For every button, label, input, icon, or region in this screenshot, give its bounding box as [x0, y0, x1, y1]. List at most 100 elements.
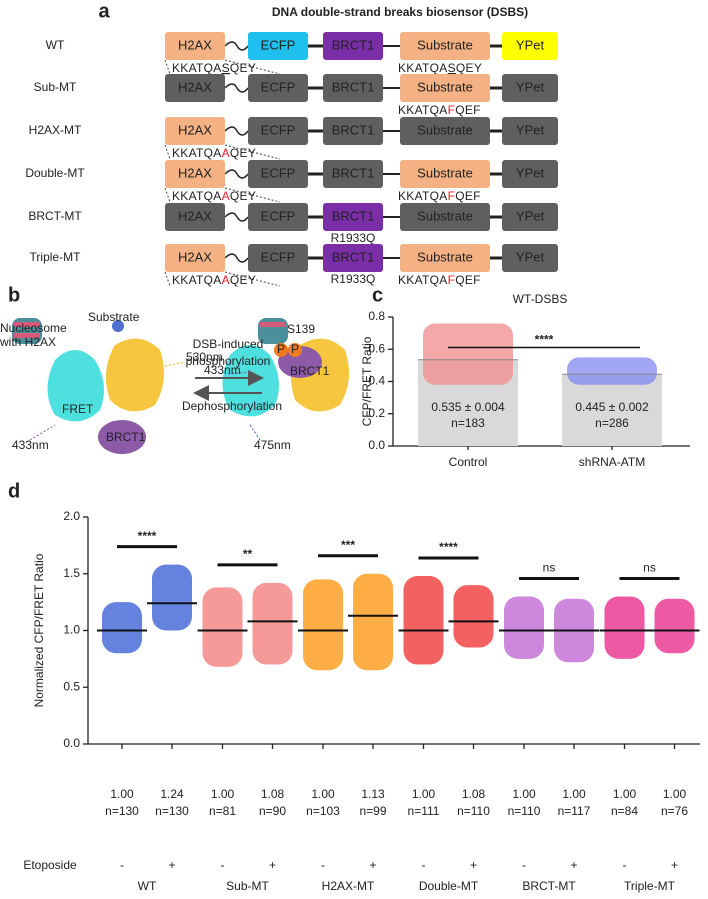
y-tick-label: 1.5	[63, 566, 80, 580]
illustration-label: BRCT1	[106, 430, 146, 444]
condition: -	[120, 858, 124, 872]
n-label: n=103	[306, 804, 340, 818]
domain-label: ECFP	[261, 249, 296, 264]
y-tick-label: 0.0	[63, 736, 80, 750]
domain-box	[400, 117, 490, 145]
value-label: 1.00	[562, 787, 586, 801]
sequence: KKATQAFQEF	[398, 189, 481, 203]
value-label: 1.00	[211, 787, 235, 801]
illustration-label: BRCT1	[290, 364, 330, 378]
construct-name: Sub-MT	[34, 80, 77, 94]
domain-box	[400, 32, 490, 60]
n-label: n=111	[408, 804, 440, 818]
domain-box	[248, 32, 308, 60]
domain-label: BRCT1	[332, 208, 375, 223]
domain-box	[400, 203, 490, 231]
sequence-part: QEY	[230, 146, 256, 160]
y-tick-label: 0.4	[368, 374, 385, 388]
illustration-label: Dephosphorylation	[182, 399, 282, 413]
zoom-line	[164, 187, 281, 203]
domain-label: H2AX	[178, 37, 212, 52]
data-points	[303, 579, 343, 671]
illustration-label: P	[277, 342, 285, 356]
significance-label: ***	[341, 538, 355, 552]
domain-box	[165, 117, 225, 145]
domain-box	[400, 74, 490, 102]
sequence-site: A	[222, 146, 230, 160]
illustration	[12, 318, 349, 454]
condition: -	[623, 858, 627, 872]
sequence-site: S	[448, 61, 456, 75]
sequence-part: KKATQA	[172, 189, 222, 203]
data-points	[202, 587, 243, 667]
illustration-label: 433nm	[12, 438, 49, 452]
domain-label: YPet	[516, 37, 545, 52]
condition: +	[168, 858, 175, 872]
panel-label: c	[372, 284, 383, 306]
domain-box	[165, 74, 225, 102]
value-label: 0.445 ± 0.002	[575, 400, 649, 414]
significance-label: ****	[535, 333, 554, 347]
sequence-part: QEF	[455, 273, 481, 287]
group-label: WT	[138, 879, 157, 893]
illustration-label: 530nm	[186, 350, 223, 364]
sequence: KKATQASQEY	[172, 61, 256, 75]
group-label: Double-MT	[419, 879, 479, 893]
domain-box	[400, 160, 490, 188]
n-label: n=90	[259, 804, 286, 818]
n-label: n=183	[451, 416, 485, 430]
sequence: KKATQAAQEY	[172, 273, 256, 287]
significance-label: ns	[543, 561, 556, 575]
illustration-label: S139	[287, 322, 315, 336]
domain-label: Substrate	[417, 79, 473, 94]
illustration-label: Substrate	[88, 310, 140, 324]
panel-label: a	[98, 0, 110, 22]
value-label: 1.00	[110, 787, 134, 801]
condition: +	[470, 858, 477, 872]
domain-label: Substrate	[417, 37, 473, 52]
linker	[224, 212, 249, 222]
illustration-label: 433nm	[204, 363, 241, 377]
construct-name: Triple-MT	[30, 250, 82, 264]
sequence: KKATQAFQEF	[398, 273, 481, 287]
domain-label: BRCT1	[332, 165, 375, 180]
y-tick-label: 2.0	[63, 509, 80, 523]
condition: +	[369, 858, 376, 872]
n-label: n=110	[508, 804, 541, 818]
data-points	[353, 573, 393, 671]
domain-label: H2AX	[178, 165, 212, 180]
panel-label: d	[8, 480, 20, 502]
y-tick-label: 1.0	[63, 623, 80, 637]
domain-label: ECFP	[261, 79, 296, 94]
value-label: 1.08	[261, 787, 285, 801]
illustration-label: P	[291, 342, 299, 356]
domain-box	[323, 117, 383, 145]
domain-label: H2AX	[178, 122, 212, 137]
x-tick-label: shRNA-ATM	[579, 455, 645, 469]
condition: -	[321, 858, 325, 872]
sequence: KKATQASQEY	[398, 61, 482, 75]
significance-label: ****	[439, 540, 458, 554]
value-label: 0.535 ± 0.004	[431, 400, 505, 414]
sequence-part: QEY	[230, 189, 256, 203]
y-tick-label: 0.6	[368, 341, 385, 355]
condition: +	[570, 858, 577, 872]
domain-label: YPet	[516, 165, 545, 180]
domain-box	[502, 117, 558, 145]
domain-box	[502, 74, 558, 102]
domain-label: H2AX	[178, 249, 212, 264]
domain-box	[248, 244, 308, 272]
value-label: 1.00	[412, 787, 436, 801]
sequence-part: KKATQA	[398, 189, 448, 203]
significance-label: **	[243, 547, 253, 561]
mutation-label: R1933Q	[331, 272, 376, 286]
domain-label: Substrate	[417, 122, 473, 137]
condition: +	[671, 858, 678, 872]
y-tick-label: 0.5	[63, 679, 80, 693]
zoom-line	[164, 271, 281, 287]
sequence-site: F	[448, 103, 456, 117]
sequence: KKATQAFQEF	[398, 103, 481, 117]
domain-box	[248, 203, 308, 231]
domain-label: Substrate	[417, 249, 473, 264]
value-label: 1.13	[361, 787, 385, 801]
